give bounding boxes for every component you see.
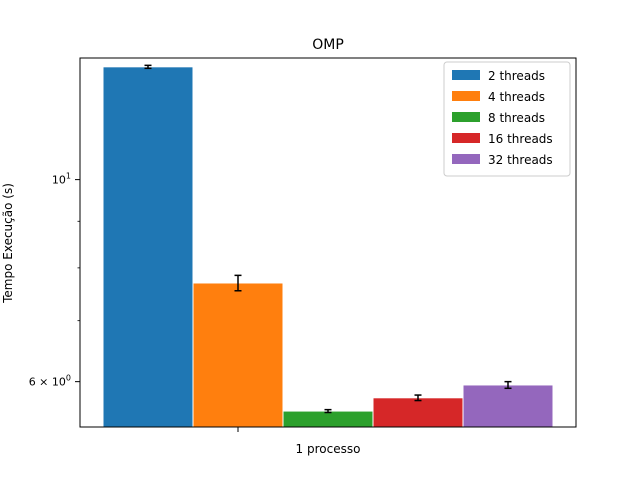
legend-label-4-threads: 4 threads [488, 90, 545, 104]
y-tick-label: 6 × 100 [29, 374, 71, 389]
bar-32-threads [462, 384, 554, 428]
y-tick-label: 101 [52, 172, 71, 187]
legend-swatch-8-threads [452, 112, 480, 122]
bar-4-threads [192, 282, 284, 428]
error-bar-8-threads [324, 408, 332, 414]
legend-label-8-threads: 8 threads [488, 111, 545, 125]
error-bars [144, 64, 512, 414]
y-axis-label: Tempo Execução (s) [1, 183, 15, 304]
axes [79, 57, 577, 428]
legend-box [443, 61, 571, 177]
legend-swatch-32-threads [452, 154, 480, 164]
legend-label-2-threads: 2 threads [488, 69, 545, 83]
error-bar-32-threads [504, 380, 512, 390]
bar-8-threads [282, 410, 374, 428]
chart-title: OMP [312, 37, 344, 53]
axes-frame [79, 57, 577, 428]
error-bar-16-threads [414, 394, 422, 402]
error-bar-4-threads [234, 274, 242, 292]
legend: 2 threads 4 threads 8 threads 16 threads 32 … [443, 61, 571, 177]
x-axis-label: 1 processo [296, 442, 361, 456]
legend-label-16-threads: 16 threads [488, 132, 553, 146]
y-ticks: 101 6 × 100 [29, 172, 80, 389]
bar-16-threads [372, 397, 464, 428]
legend-label-32-threads: 32 threads [488, 153, 553, 167]
legend-swatch-16-threads [452, 133, 480, 143]
legend-swatch-4-threads [452, 91, 480, 101]
legend-swatch-2-threads [452, 70, 480, 80]
bar-2-threads [102, 66, 194, 428]
error-bar-2-threads [144, 64, 152, 70]
